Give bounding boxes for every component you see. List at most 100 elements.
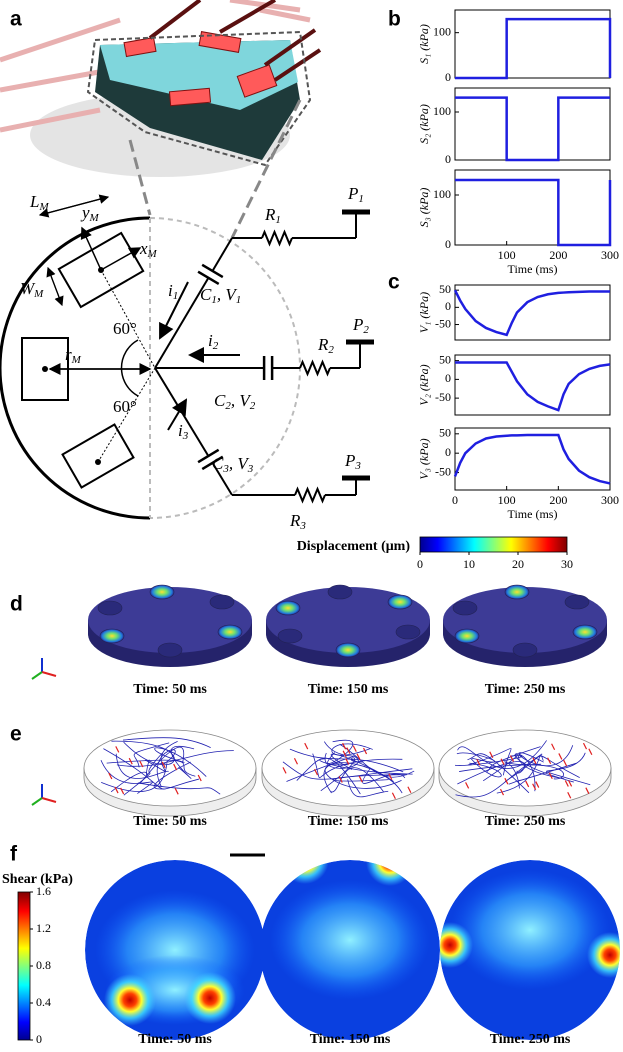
shear-hotspot	[104, 974, 156, 1026]
diagram-label: LM	[29, 192, 49, 213]
membrane-displacement	[210, 595, 234, 609]
shear-hotspot	[184, 972, 236, 1024]
subscript: 2	[363, 324, 369, 336]
diagram-label: i1	[168, 281, 178, 302]
label-part: C	[212, 454, 224, 473]
diagram-label: i2	[208, 331, 219, 352]
y-axis-label: S₃ (kPa)	[417, 188, 431, 228]
colorbar-tick-label: 30	[561, 557, 573, 571]
membrane-displacement	[150, 585, 174, 599]
subscript: 3	[299, 520, 306, 532]
label-part: y	[80, 203, 90, 222]
colorbar	[420, 537, 567, 552]
label-part: P	[352, 315, 363, 334]
shear-field	[450, 870, 610, 990]
y-tick-label: 100	[433, 24, 451, 38]
membrane-displacement	[396, 625, 420, 639]
diagram-label: P3	[344, 451, 361, 472]
y-axis-label: V₂ (kPa)	[417, 364, 431, 405]
caption: Time: 50 ms	[133, 682, 207, 697]
membrane-displacement	[565, 595, 589, 609]
shear-field	[270, 880, 430, 1000]
axis-y	[32, 798, 42, 805]
y-axis-label: V₃ (kPa)	[417, 438, 431, 479]
membrane-displacement	[278, 629, 302, 643]
diagram-label: C1, V1	[200, 285, 241, 306]
membrane-displacement	[328, 585, 352, 599]
x-axis-label: Time (ms)	[508, 262, 558, 276]
subscript: M	[71, 354, 82, 366]
subscript: 1	[236, 294, 242, 306]
membrane-displacement	[453, 601, 477, 615]
colorbar	[18, 892, 30, 1040]
caption: Time: 250 ms	[485, 814, 566, 829]
diagram-label: 60°	[113, 319, 137, 338]
colorbar-tick-label: 0	[36, 1032, 42, 1046]
shear-hotspot	[281, 836, 329, 884]
plot-frame	[455, 428, 610, 490]
diagram-label: C3, V3	[212, 454, 254, 475]
panel-label: d	[10, 593, 23, 616]
x-tick-label: 200	[549, 248, 567, 262]
y-tick-label: -50	[435, 316, 451, 330]
caption: Time: 50 ms	[138, 1032, 212, 1047]
label-part: 60°	[113, 319, 137, 338]
label-part: P	[344, 451, 355, 470]
subscript: 1	[275, 214, 281, 226]
subscript: 3	[247, 463, 254, 475]
diagram-label: xM	[139, 239, 158, 260]
wire	[155, 368, 208, 456]
membrane-displacement	[505, 585, 529, 599]
membrane-displacement	[98, 601, 122, 615]
panel-label: f	[10, 843, 18, 866]
resistor	[300, 362, 330, 374]
subscript: 2	[213, 340, 219, 352]
label-part: R	[317, 335, 329, 354]
axis-arrow	[82, 228, 101, 270]
axis-x	[42, 798, 56, 802]
membrane-displacement	[158, 643, 182, 657]
label-part: R	[264, 205, 276, 224]
diagram-label: P1	[347, 184, 364, 205]
y-tick-label: 0	[445, 70, 451, 84]
membrane-displacement	[218, 625, 242, 639]
subscript: 1	[358, 193, 364, 205]
y-tick-label: -50	[435, 390, 451, 404]
caption: Time: 150 ms	[308, 682, 389, 697]
diagram-label: rM	[65, 345, 82, 366]
panel-label: b	[388, 8, 401, 31]
colorbar-tick-label: 0.4	[36, 995, 51, 1009]
wire	[212, 238, 232, 271]
colorbar-tick-label: 0.8	[36, 958, 51, 972]
membrane	[63, 425, 134, 488]
y-axis-label: V₁ (kPa)	[417, 292, 431, 333]
diagram-label: P2	[352, 315, 369, 336]
colorbar-tick-label: 20	[512, 557, 524, 571]
data-line	[455, 363, 610, 411]
panel-label: e	[10, 723, 22, 746]
subscript: 2	[328, 344, 334, 356]
caption: Time: 150 ms	[310, 1032, 391, 1047]
label-part: C	[200, 285, 212, 304]
x-tick-label: 100	[498, 493, 516, 507]
y-tick-label: 0	[445, 152, 451, 166]
subscript: M	[33, 288, 44, 300]
data-line	[455, 19, 610, 78]
label-part: C	[214, 391, 226, 410]
panel-label: a	[10, 8, 22, 31]
diagram-label: R2	[317, 335, 334, 356]
caption: Time: 50 ms	[133, 814, 207, 829]
rod	[150, 0, 200, 38]
colorbar-tick-label: 1.2	[36, 921, 51, 935]
axis-y	[32, 672, 42, 679]
membrane-displacement	[100, 629, 124, 643]
diagram-label: C2, V2	[214, 391, 256, 412]
y-axis-label: S₂ (kPa)	[417, 104, 431, 144]
x-tick-label: 0	[452, 493, 458, 507]
x-tick-label: 100	[498, 248, 516, 262]
label-part: L	[29, 192, 39, 211]
colorbar-title: Displacement (μm)	[297, 539, 411, 554]
diagram-label: WM	[20, 279, 44, 300]
y-tick-label: 50	[439, 426, 451, 440]
subscript: 2	[250, 400, 256, 412]
